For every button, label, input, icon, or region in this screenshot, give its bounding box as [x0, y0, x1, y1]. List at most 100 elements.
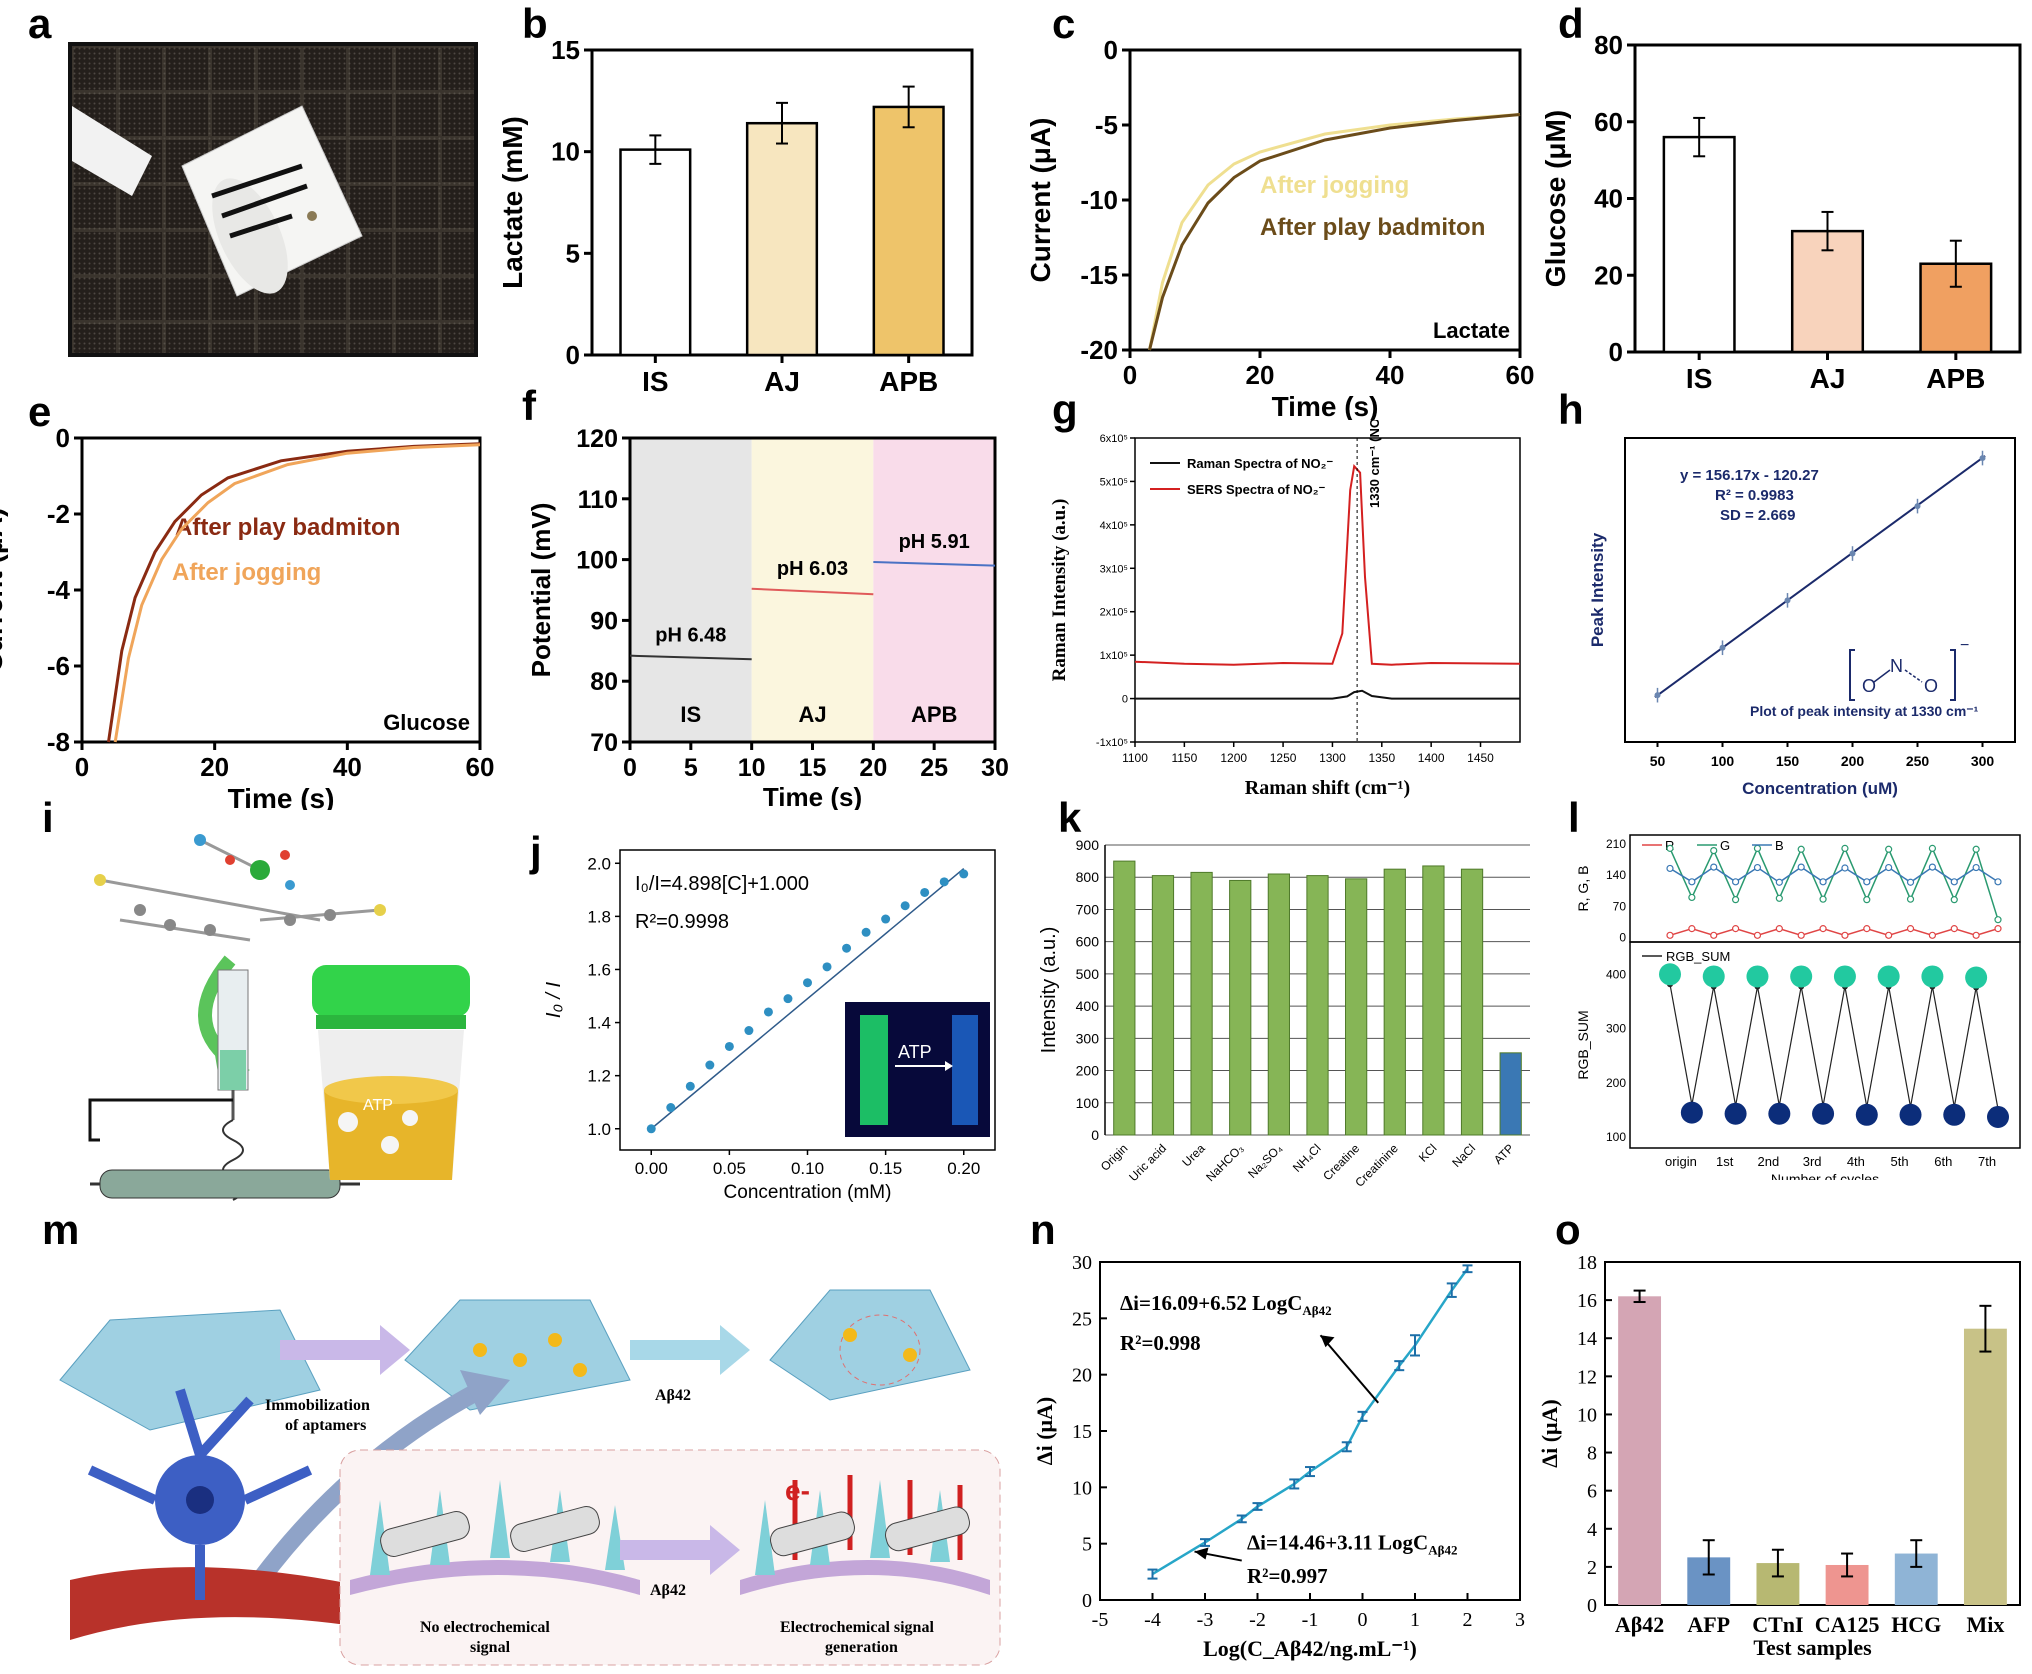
region-APB: [873, 438, 995, 742]
chart-h: 50 100 150 200 250 300 y = 156.17x - 120.27 R² …: [1588, 437, 2016, 798]
y-tick-label: 1.6: [587, 960, 611, 979]
y-tick-label: 5x10⁵: [1100, 476, 1128, 488]
pointer-head: [1320, 1335, 1335, 1348]
y-tick-label: 0: [1091, 1127, 1099, 1143]
y-tick-label: -2: [47, 499, 70, 529]
subscript: Aβ42: [1428, 1542, 1457, 1557]
y-tick-label: 100: [1076, 1095, 1100, 1111]
panel-letter-n: n: [1030, 1206, 1056, 1253]
rgb-marker: [1841, 844, 1849, 852]
rgb-marker: [1797, 845, 1805, 853]
y-tick-label: 500: [1076, 966, 1100, 982]
data-point: [822, 962, 832, 972]
y-tick-label: 900: [1076, 837, 1100, 853]
rgb-line: [1669, 927, 1999, 937]
x-axis-label: Time (s): [763, 782, 862, 810]
x-tick-label: 20: [200, 752, 229, 782]
x-tick-label: 300: [1971, 753, 1995, 769]
rgb-marker: [1797, 931, 1805, 939]
potential-line: [751, 587, 874, 596]
rgb-marker: [1753, 844, 1762, 852]
x-tick-label: 40: [333, 752, 362, 782]
y-tick-label: 0: [1122, 694, 1128, 706]
data-point: [685, 1081, 695, 1091]
chart-n: 0 5 10 15 20 25 30 -5 -4 -3 -2 -1 0 1 2 3 Δi=16.09+6.52 …: [1032, 1252, 1525, 1661]
x-tick-label: 150: [1776, 753, 1800, 769]
x-axis-label: Test samples: [1753, 1635, 1872, 1660]
y-tick-label: -20: [1080, 335, 1118, 365]
series-line: [113, 443, 481, 743]
y-tick-label: -5: [1095, 110, 1118, 140]
rgb-marker: [1710, 931, 1718, 939]
x-tick-label: -1: [1302, 1609, 1319, 1631]
panel-letter-m: m: [42, 1206, 80, 1253]
rgb-marker: [1863, 925, 1871, 933]
bar-APB: [872, 105, 945, 357]
inset-arrowhead: [945, 1061, 953, 1071]
x-tick-label: Creatinine: [1352, 1141, 1401, 1190]
rgb-marker: [1950, 925, 1958, 933]
y-axis-label: Peak Intensity: [1588, 532, 1607, 647]
data-point: [803, 978, 812, 988]
data-point: [744, 1026, 754, 1036]
chart-f: IS AJ APB 70 80 90 100 110 120 0 5 10 15 20 25 30 pH 6.4…: [526, 425, 1009, 810]
nitrite-bond: [1904, 669, 1923, 683]
y-tick-label: 400: [1076, 998, 1100, 1014]
series-line: [1148, 113, 1521, 351]
y-tick-label: 1.2: [587, 1067, 611, 1086]
bar-Urea: [1190, 871, 1213, 1136]
region-label: APB: [911, 702, 957, 727]
y-axis-label: Raman Intensity (a.u.): [1049, 499, 1070, 682]
y-tick-label: 70: [1613, 899, 1627, 913]
data-point: [1979, 455, 1986, 462]
rgb-marker: [1775, 878, 1783, 886]
bar-IS: [1662, 135, 1736, 354]
bar-Aβ42: [1618, 1296, 1662, 1605]
potential-line: [873, 561, 996, 567]
chart-b: 0 5 10 15 IS AJ APB Lactate (mM): [500, 35, 974, 397]
chart-j: 1.0 1.2 1.4 1.6 1.8 2.0 0.00 0.05 0.10 0.15 0.20 I₀…: [543, 849, 996, 1203]
color-swatch: [1768, 1102, 1791, 1125]
x-tick-label: 4th: [1847, 1154, 1865, 1169]
potential-line: [629, 654, 752, 661]
x-tick-label: APB: [1926, 363, 1985, 394]
x-tick-label: 100: [1711, 753, 1735, 769]
color-swatch: [1812, 1102, 1835, 1125]
x-tick-label: KCl: [1416, 1141, 1440, 1165]
panel-letter-i: i: [42, 794, 54, 841]
r-squared: R² = 0.9983: [1715, 487, 1794, 504]
x-tick-label: 0.00: [635, 1159, 668, 1178]
x-tick-label: AFP: [1687, 1612, 1730, 1637]
neuron: [70, 1388, 380, 1640]
rgb-marker: [1928, 931, 1936, 939]
color-swatch: [1702, 965, 1725, 988]
y-tick-label: 60: [1594, 107, 1623, 137]
x-tick-label: 1350: [1368, 751, 1395, 765]
panel-letter-g: g: [1052, 386, 1078, 433]
immobilization-label: Immobilization: [265, 1397, 370, 1414]
y-tick-label: 30: [1072, 1252, 1092, 1274]
plot-note: Plot of peak intensity at 1330 cm⁻¹: [1750, 703, 1979, 719]
chart-g: -1x10⁵ 0 1x10⁵ 2x10⁵ 3x10⁵ 4x10⁵ 5x10⁵ 6x10⁵ 110…: [1049, 420, 1521, 799]
rgb-marker: [1753, 931, 1762, 939]
y-axis-label: R, G, B: [1575, 866, 1591, 912]
panel-letter-c: c: [1052, 0, 1076, 47]
r-squared-low: R²=0.997: [1247, 1564, 1328, 1588]
color-swatch: [1746, 965, 1769, 988]
molecule-structure: [94, 834, 386, 942]
legend-label: SERS Spectra of NO₂⁻: [1187, 482, 1325, 497]
rgb-marker: [1819, 895, 1827, 903]
y-tick-label: 10: [1577, 1404, 1597, 1426]
x-tick-label: 0.15: [869, 1159, 902, 1178]
y-tick-label: -4: [47, 575, 71, 605]
panel-letter-o: o: [1555, 1206, 1581, 1253]
x-axis-label: Raman shift (cm⁻¹): [1245, 777, 1410, 799]
x-tick-label: -5: [1092, 1609, 1109, 1631]
rgb-marker: [1863, 878, 1871, 886]
y-tick-label: 700: [1076, 901, 1100, 917]
collector-drum: [99, 1169, 341, 1199]
y-tick-label: 1.4: [587, 1014, 611, 1033]
graphene-sheet-3: [769, 1289, 971, 1401]
